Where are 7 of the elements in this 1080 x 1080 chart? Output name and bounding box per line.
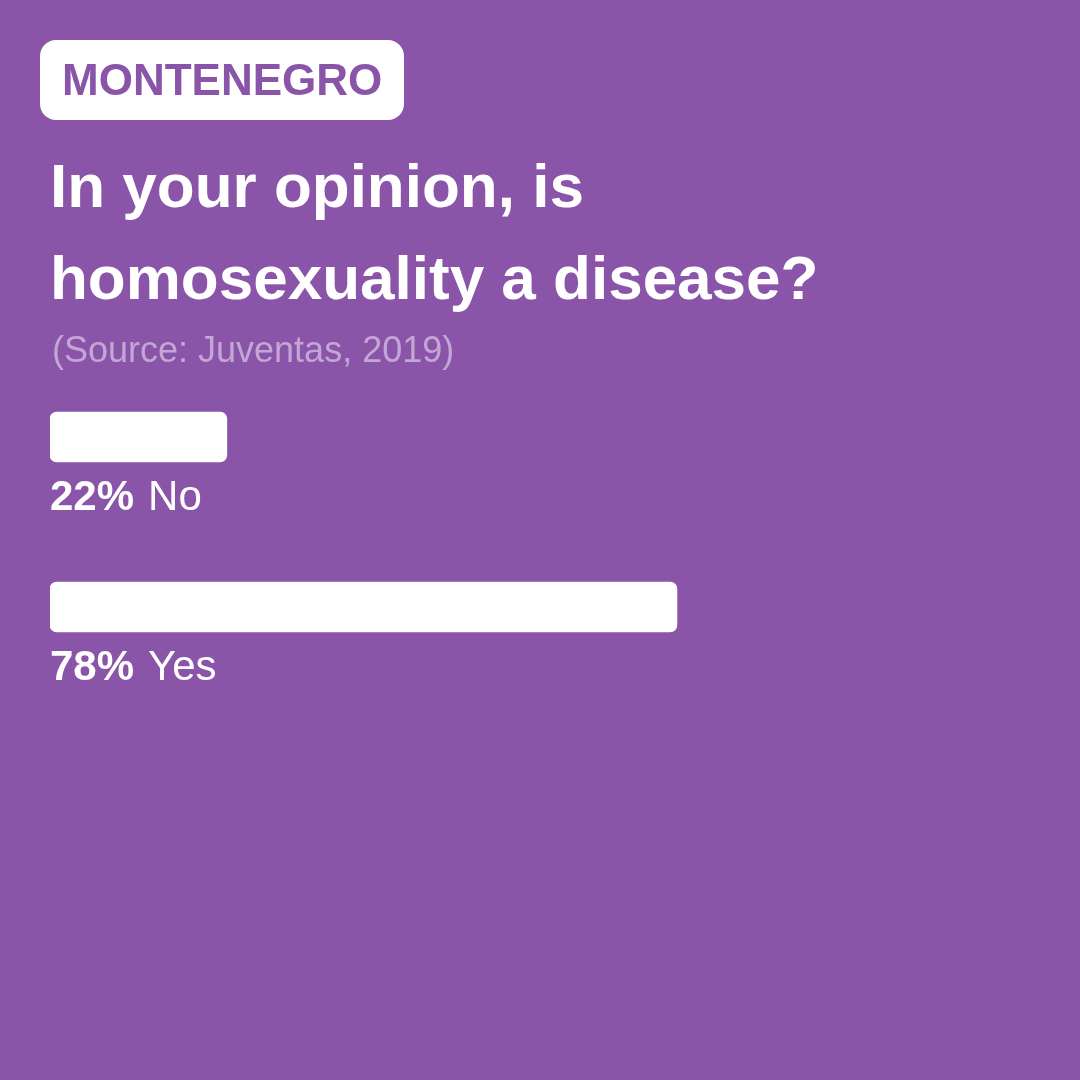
y-tick-label: No	[148, 472, 202, 519]
y-tick-label: Yes	[148, 642, 217, 689]
text: (Source: Juventas, 2019)	[52, 328, 455, 372]
data-label: 78%	[50, 642, 135, 689]
chart-subtitle: MONTENEGRO	[40, 40, 405, 120]
data-label: 22%	[50, 472, 135, 519]
chart-title: In your opinion, is homosexuality a disease?	[50, 150, 820, 314]
